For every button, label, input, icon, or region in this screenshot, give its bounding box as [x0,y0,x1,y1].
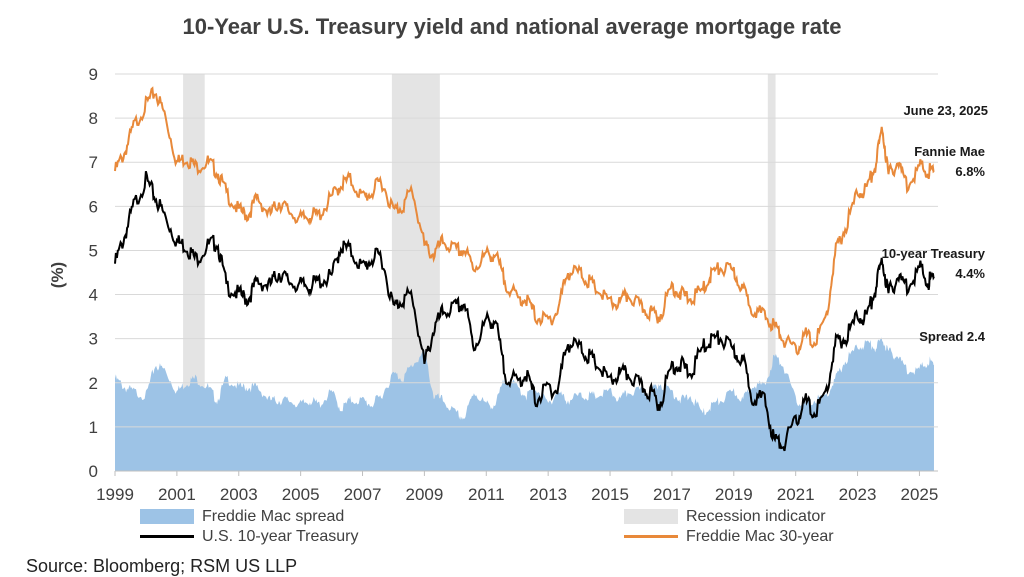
y-tick-4: 4 [89,286,98,305]
legend-recession: Recession indicator [624,508,826,526]
x-tick-2021: 2021 [777,485,815,504]
x-tick-2017: 2017 [653,485,691,504]
y-tick-9: 9 [89,65,98,84]
legend-mortgage-swatch [624,535,678,539]
legend-spread-swatch [140,509,194,525]
annotation-fannie-mae: Fannie Mae [914,144,985,159]
freddie-mac-30yr-line [114,86,935,356]
x-tick-2003: 2003 [220,485,258,504]
legend-mortgage-label: Freddie Mac 30-year [686,528,834,545]
annotation-spread: Spread 2.4 [919,329,986,344]
x-tick-1999: 1999 [96,485,134,504]
y-tick-8: 8 [89,109,98,128]
annotation-treasury-value: 4.4% [955,266,985,281]
y-axis-ticks: 0 1 2 3 4 5 6 7 8 9 [89,65,98,481]
y-tick-1: 1 [89,418,98,437]
legend-mortgage: Freddie Mac 30-year [624,528,834,546]
treasury-10yr-line [114,170,935,452]
annotation-fannie-mae-value: 6.8% [955,164,985,179]
annotation-treasury: 10-year Treasury [882,246,986,261]
legend-recession-label: Recession indicator [686,508,826,525]
x-tick-2001: 2001 [158,485,196,504]
spread-area [115,337,934,471]
x-tick-2005: 2005 [282,485,320,504]
x-tick-2007: 2007 [344,485,382,504]
recession-band-0 [183,74,205,471]
x-tick-2009: 2009 [405,485,443,504]
x-tick-2023: 2023 [839,485,877,504]
y-tick-0: 0 [89,462,98,481]
y-tick-3: 3 [89,330,98,349]
annotation-date: June 23, 2025 [903,103,988,118]
x-tick-2013: 2013 [529,485,567,504]
x-tick-2019: 2019 [715,485,753,504]
legend-recession-swatch [624,509,678,525]
x-tick-2011: 2011 [468,485,505,504]
legend-treasury-label: U.S. 10-year Treasury [202,528,359,545]
y-tick-2: 2 [89,374,98,393]
y-tick-7: 7 [89,153,98,172]
legend-treasury-swatch [140,535,194,539]
y-axis-label: (%) [48,262,67,288]
x-tick-2025: 2025 [901,485,939,504]
legend-spread-label: Freddie Mac spread [202,508,345,525]
legend-treasury: U.S. 10-year Treasury [140,528,359,546]
chart-title: 10-Year U.S. Treasury yield and national… [182,14,842,39]
recession-band-2 [767,74,776,471]
legend-spread: Freddie Mac spread [140,508,344,526]
y-tick-6: 6 [89,197,98,216]
source-note: Source: Bloomberg; RSM US LLP [26,556,298,576]
x-axis-ticks: 1999 2001 2003 2005 2007 2009 2011 2013 2015 2017… [96,471,938,504]
x-tick-2015: 2015 [591,485,629,504]
y-tick-5: 5 [89,241,98,260]
